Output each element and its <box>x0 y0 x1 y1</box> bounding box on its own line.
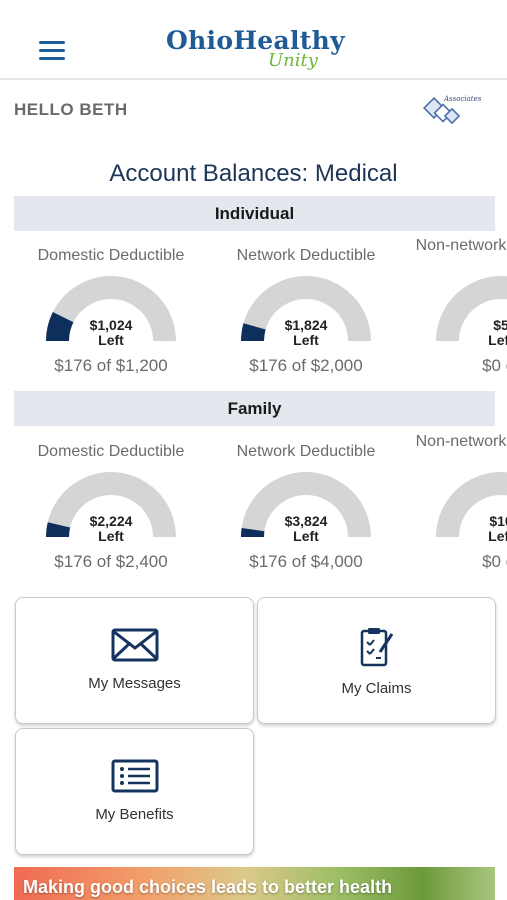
gauge-track <box>46 472 176 537</box>
balance-gauge: $2,224 Left <box>46 472 176 547</box>
amount-left: $1,824 <box>284 317 328 333</box>
gauge-used-fill <box>46 312 74 341</box>
gauge-text: $10 Left <box>436 514 507 544</box>
my-messages-tile[interactable]: My Messages <box>15 597 254 724</box>
left-label: Left <box>98 528 124 544</box>
logo-main-text: OhioHealthy <box>166 26 345 55</box>
amount-left: $3,824 <box>284 513 328 529</box>
card-summary: $0 of <box>482 356 507 375</box>
card-summary: $176 of $1,200 <box>54 356 168 375</box>
my-benefits-label: My Benefits <box>95 806 174 823</box>
card-label: Non-network Deductible <box>415 237 507 254</box>
envelope-icon <box>111 628 159 667</box>
amount-left: $1,024 <box>89 317 133 333</box>
card-summary: $176 of $2,400 <box>54 552 168 571</box>
gauge-used-fill <box>241 528 265 537</box>
card-label: Non-network Deductible <box>415 433 507 450</box>
gauge-text: $2,224 Left <box>46 514 176 544</box>
logo-sub-text: Unity <box>268 50 318 71</box>
gauge-text: $1,024 Left <box>46 318 176 348</box>
gauge-text: $3,824 Left <box>241 514 371 544</box>
gauge-text: $1,824 Left <box>241 318 371 348</box>
card-label: Domestic Deductible <box>37 247 185 264</box>
amount-left: $10 <box>489 513 507 529</box>
menu-bar <box>39 57 65 60</box>
gauge-track <box>436 472 507 537</box>
ohiohealthy-unity-logo: OhioHealthy Unity <box>166 26 346 76</box>
menu-bar <box>39 49 65 52</box>
health-banner[interactable]: Making good choices leads to better heal… <box>14 867 495 900</box>
hamburger-menu-button[interactable] <box>39 41 65 61</box>
balance-card[interactable]: Network Deductible $3,824 Left $176 of $… <box>211 428 401 588</box>
balance-card[interactable]: Network Deductible $1,824 Left $176 of $… <box>211 232 401 392</box>
associates-logo: Associates <box>420 92 486 132</box>
card-label: Domestic Deductible <box>37 443 185 460</box>
banner-text: Making good choices leads to better heal… <box>23 877 393 897</box>
left-label: Left <box>488 528 507 544</box>
balance-gauge: $10 Left <box>436 472 507 547</box>
left-label: Left <box>488 332 507 348</box>
individual-balances-row: Domestic Deductible $1,024 Left $176 of … <box>0 232 507 392</box>
balance-gauge: $5 Left <box>436 276 507 351</box>
amount-left: $2,224 <box>89 513 133 529</box>
my-claims-label: My Claims <box>341 680 412 697</box>
menu-bar <box>39 41 65 44</box>
card-summary: $176 of $2,000 <box>249 356 363 375</box>
balance-card[interactable]: Domestic Deductible $2,224 Left $176 of … <box>16 428 206 588</box>
balance-gauge: $1,824 Left <box>241 276 371 351</box>
card-summary: $0 of <box>482 552 507 571</box>
card-summary: $176 of $4,000 <box>249 552 363 571</box>
gauge-text: $5 Left <box>436 318 507 348</box>
card-label: Network Deductible <box>236 247 376 264</box>
gauge-track <box>241 472 371 537</box>
balance-gauge: $3,824 Left <box>241 472 371 547</box>
amount-left: $5 <box>493 317 507 333</box>
section-header-family: Family <box>14 391 495 426</box>
left-label: Left <box>293 528 319 544</box>
gauge-track <box>241 276 371 341</box>
app-header: OhioHealthy Unity <box>0 0 507 80</box>
left-label: Left <box>293 332 319 348</box>
balance-card[interactable]: Non-network Deductible $5 Left $0 of <box>406 232 507 392</box>
my-claims-tile[interactable]: My Claims <box>257 597 496 724</box>
balance-gauge: $1,024 Left <box>46 276 176 351</box>
balance-card[interactable]: Non-network Deductible $10 Left $0 of <box>406 428 507 588</box>
my-messages-label: My Messages <box>88 675 181 692</box>
family-balances-row: Domestic Deductible $2,224 Left $176 of … <box>0 428 507 588</box>
left-label: Left <box>98 332 124 348</box>
user-greeting: HELLO BETH <box>14 100 128 119</box>
gauge-used-fill <box>241 323 266 341</box>
gauge-used-fill <box>46 522 71 537</box>
section-header-individual: Individual <box>14 196 495 231</box>
list-icon <box>111 759 159 798</box>
page-title: Account Balances: Medical <box>109 160 398 187</box>
my-benefits-tile[interactable]: My Benefits <box>15 728 254 855</box>
gauge-track <box>436 276 507 341</box>
card-label: Network Deductible <box>236 443 376 460</box>
clipboard-icon <box>359 626 395 673</box>
gauge-track <box>46 276 176 341</box>
balance-card[interactable]: Domestic Deductible $1,024 Left $176 of … <box>16 232 206 392</box>
associates-logo-text: Associates <box>443 95 482 103</box>
